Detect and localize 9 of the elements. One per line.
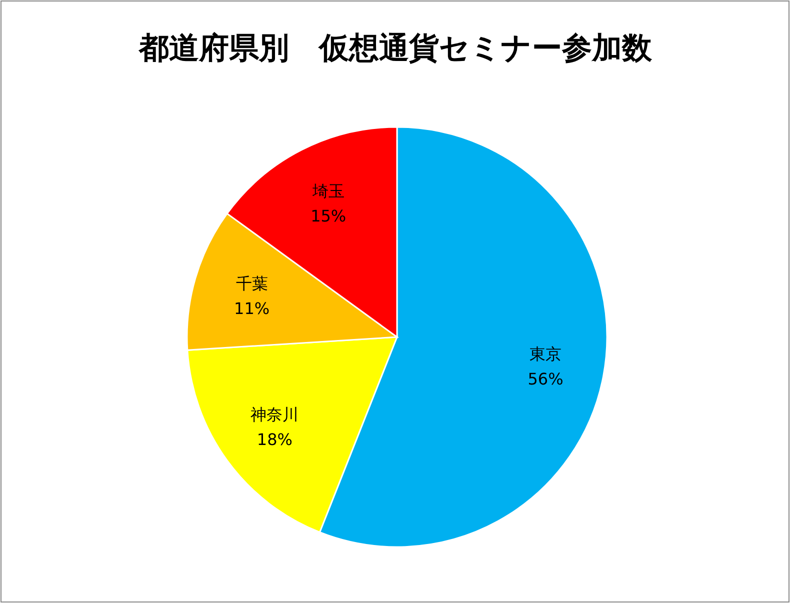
data-label: 15%	[310, 206, 346, 226]
data-label: 11%	[234, 298, 270, 318]
data-label: 18%	[256, 430, 292, 449]
slice-label: 神奈川	[250, 404, 299, 424]
slice-label: 千葉	[236, 274, 268, 293]
chart-title: 都道府県別 仮想通貨セミナー参加数	[138, 31, 653, 66]
slice-label: 東京	[530, 344, 562, 364]
slice-label: 埼玉	[311, 181, 344, 200]
data-label: 56%	[528, 369, 564, 388]
